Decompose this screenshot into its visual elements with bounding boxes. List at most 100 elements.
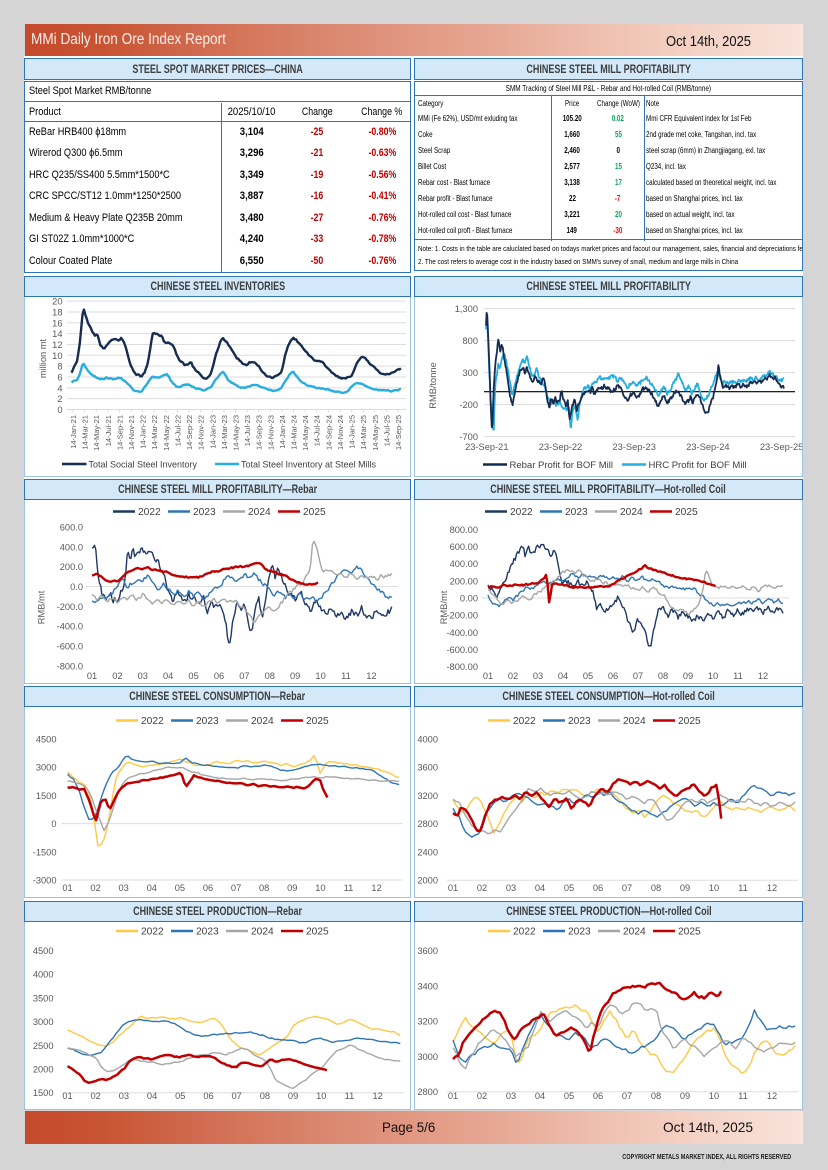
svg-text:2023: 2023 [193, 507, 216, 518]
svg-text:14-Mar-25: 14-Mar-25 [359, 415, 368, 450]
svg-text:07: 07 [232, 1091, 242, 1101]
svg-text:14-May-23: 14-May-23 [232, 415, 241, 451]
svg-text:2024: 2024 [620, 507, 643, 518]
svg-text:-200.0: -200.0 [57, 601, 83, 611]
svg-text:14-Jul-24: 14-Jul-24 [313, 415, 322, 446]
svg-text:14-Jan-25: 14-Jan-25 [348, 415, 357, 449]
svg-text:16: 16 [52, 318, 62, 328]
svg-text:1500: 1500 [36, 791, 57, 801]
svg-text:2025: 2025 [675, 507, 698, 518]
svg-text:14-Nov-23: 14-Nov-23 [266, 415, 275, 450]
svg-text:05: 05 [564, 1091, 574, 1101]
svg-text:12: 12 [371, 883, 381, 893]
svg-text:2024: 2024 [248, 507, 271, 518]
svg-text:Rebar Profit for BOF Mill: Rebar Profit for BOF Mill [510, 460, 613, 471]
svg-text:01: 01 [87, 671, 97, 681]
svg-text:10: 10 [316, 1091, 326, 1101]
svg-text:14-Mar-21: 14-Mar-21 [81, 415, 90, 450]
svg-text:million mt: million mt [38, 338, 48, 378]
svg-text:14-Jul-21: 14-Jul-21 [104, 415, 113, 446]
svg-text:23-Sep-23: 23-Sep-23 [612, 442, 655, 452]
svg-text:2025: 2025 [303, 507, 326, 518]
svg-text:05: 05 [564, 883, 574, 893]
svg-text:02: 02 [508, 671, 518, 681]
svg-text:2023: 2023 [565, 507, 588, 518]
svg-text:01: 01 [62, 1091, 72, 1101]
svg-text:2022: 2022 [510, 507, 533, 518]
svg-text:14-Jan-24: 14-Jan-24 [278, 415, 287, 449]
svg-text:4000: 4000 [417, 735, 438, 745]
svg-text:08: 08 [651, 1091, 661, 1101]
svg-text:8: 8 [57, 361, 62, 371]
svg-text:12: 12 [767, 883, 777, 893]
svg-text:600.0: 600.0 [60, 522, 83, 532]
svg-text:0.00: 0.00 [460, 593, 478, 603]
svg-text:14-May-25: 14-May-25 [371, 415, 380, 451]
svg-text:3000: 3000 [33, 1017, 54, 1027]
svg-text:09: 09 [290, 671, 300, 681]
svg-text:06: 06 [593, 883, 603, 893]
svg-text:3200: 3200 [417, 791, 438, 801]
svg-text:01: 01 [62, 883, 72, 893]
svg-text:10: 10 [315, 883, 325, 893]
svg-text:05: 05 [175, 883, 185, 893]
svg-text:09: 09 [680, 1091, 690, 1101]
svg-text:02: 02 [91, 1091, 101, 1101]
svg-text:-700: -700 [459, 432, 478, 442]
svg-text:14-May-24: 14-May-24 [301, 415, 310, 451]
svg-text:-200: -200 [459, 400, 478, 410]
svg-text:2024: 2024 [251, 926, 274, 937]
svg-text:14-Mar-23: 14-Mar-23 [220, 415, 229, 450]
svg-text:04: 04 [147, 1091, 157, 1101]
svg-text:-600.00: -600.00 [446, 644, 478, 654]
svg-text:2023: 2023 [196, 716, 219, 727]
svg-text:10: 10 [709, 1091, 719, 1101]
svg-text:1,300: 1,300 [455, 304, 478, 314]
svg-text:600.00: 600.00 [450, 542, 478, 552]
svg-text:2022: 2022 [141, 716, 164, 727]
svg-text:11: 11 [733, 671, 743, 681]
svg-text:04: 04 [147, 883, 157, 893]
svg-text:14-Jan-22: 14-Jan-22 [139, 415, 148, 449]
svg-text:Total Social Steel Inventory: Total Social Steel Inventory [89, 459, 198, 469]
svg-text:04: 04 [163, 671, 173, 681]
svg-text:2025: 2025 [306, 716, 329, 727]
svg-text:11: 11 [738, 883, 748, 893]
svg-text:14-Mar-22: 14-Mar-22 [150, 415, 159, 450]
svg-text:10: 10 [315, 671, 325, 681]
svg-text:03: 03 [119, 1091, 129, 1101]
svg-text:2000: 2000 [33, 1064, 54, 1074]
svg-text:14-Jan-21: 14-Jan-21 [69, 415, 78, 449]
svg-text:23-Sep-24: 23-Sep-24 [686, 442, 729, 452]
svg-text:06: 06 [608, 671, 618, 681]
svg-text:800: 800 [462, 336, 478, 346]
svg-text:05: 05 [188, 671, 198, 681]
svg-text:09: 09 [683, 671, 693, 681]
svg-text:10: 10 [52, 350, 62, 360]
svg-text:07: 07 [633, 671, 643, 681]
svg-text:3600: 3600 [417, 946, 438, 956]
svg-text:0.0: 0.0 [70, 582, 83, 592]
svg-text:400.0: 400.0 [60, 542, 83, 552]
svg-text:01: 01 [448, 883, 458, 893]
svg-text:03: 03 [533, 671, 543, 681]
svg-text:14-Jul-25: 14-Jul-25 [382, 415, 391, 446]
svg-text:04: 04 [535, 1091, 545, 1101]
svg-text:3600: 3600 [417, 763, 438, 773]
svg-text:06: 06 [203, 1091, 213, 1101]
svg-text:3500: 3500 [33, 993, 54, 1003]
svg-text:20: 20 [52, 297, 62, 307]
svg-text:23-Sep-22: 23-Sep-22 [539, 442, 582, 452]
svg-text:2800: 2800 [417, 819, 438, 829]
svg-text:02: 02 [477, 1091, 487, 1101]
svg-text:300: 300 [462, 368, 478, 378]
svg-text:Total Steel Inventory at Steel: Total Steel Inventory at Steel Mills [241, 459, 377, 469]
svg-text:04: 04 [558, 671, 568, 681]
svg-text:14-Sep-21: 14-Sep-21 [115, 415, 124, 450]
svg-text:14-Nov-22: 14-Nov-22 [197, 415, 206, 450]
svg-text:10: 10 [709, 883, 719, 893]
svg-text:3000: 3000 [36, 763, 57, 773]
svg-text:RMB/tonne: RMB/tonne [428, 362, 438, 409]
svg-text:2023: 2023 [568, 926, 591, 937]
svg-text:11: 11 [345, 1091, 355, 1101]
